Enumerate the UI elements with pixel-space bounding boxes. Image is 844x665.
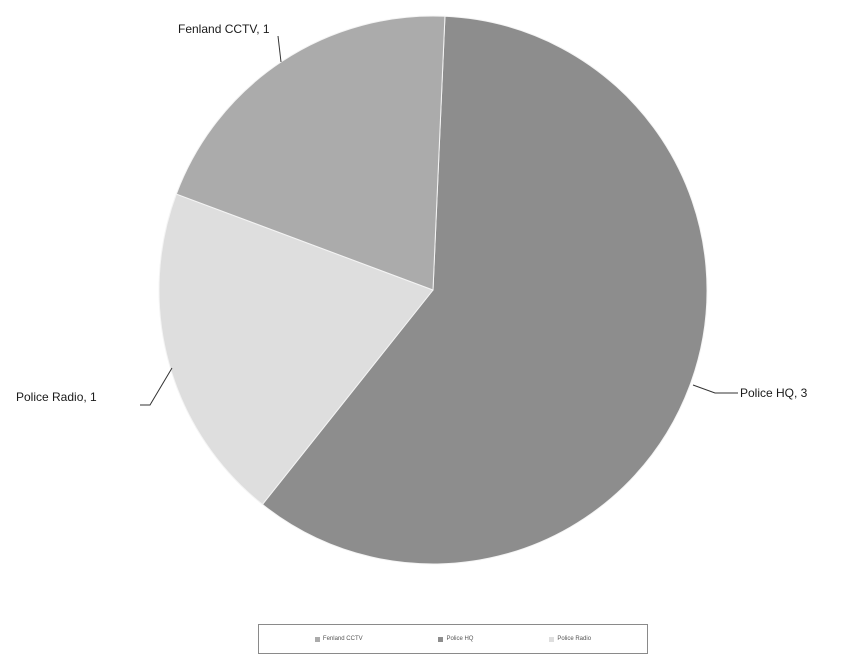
data-label-police-radio: Police Radio, 1: [16, 390, 97, 404]
pie-slices: [158, 15, 708, 565]
legend-label-police-radio: Police Radio: [557, 636, 592, 642]
legend-item-fenland-cctv: Fenland CCTV: [314, 636, 363, 642]
legend-item-police-radio: Police Radio: [549, 636, 591, 642]
legend-item-police-hq: Police HQ: [438, 636, 473, 642]
pie-slice-police-radio: [158, 193, 434, 506]
legend-label-police-hq: Police HQ: [446, 636, 474, 642]
leader-line-fenland-cctv: [277, 35, 282, 63]
leader-line-police-hq: [692, 384, 738, 394]
chart-legend: Fenland CCTV Police HQ Police Radio: [258, 624, 648, 654]
legend-swatch-police-hq: [438, 636, 444, 642]
pie-slice-fenland-cctv: [175, 15, 446, 291]
pie-slice-police-hq: [261, 15, 708, 565]
data-label-fenland-cctv: Fenland CCTV, 1: [178, 22, 270, 36]
legend-swatch-fenland-cctv: [314, 636, 320, 642]
legend-swatch-police-radio: [549, 636, 555, 642]
legend-label-fenland-cctv: Fenland CCTV: [322, 636, 363, 642]
leader-line-police-radio: [140, 367, 173, 406]
data-label-police-hq: Police HQ, 3: [740, 386, 808, 400]
